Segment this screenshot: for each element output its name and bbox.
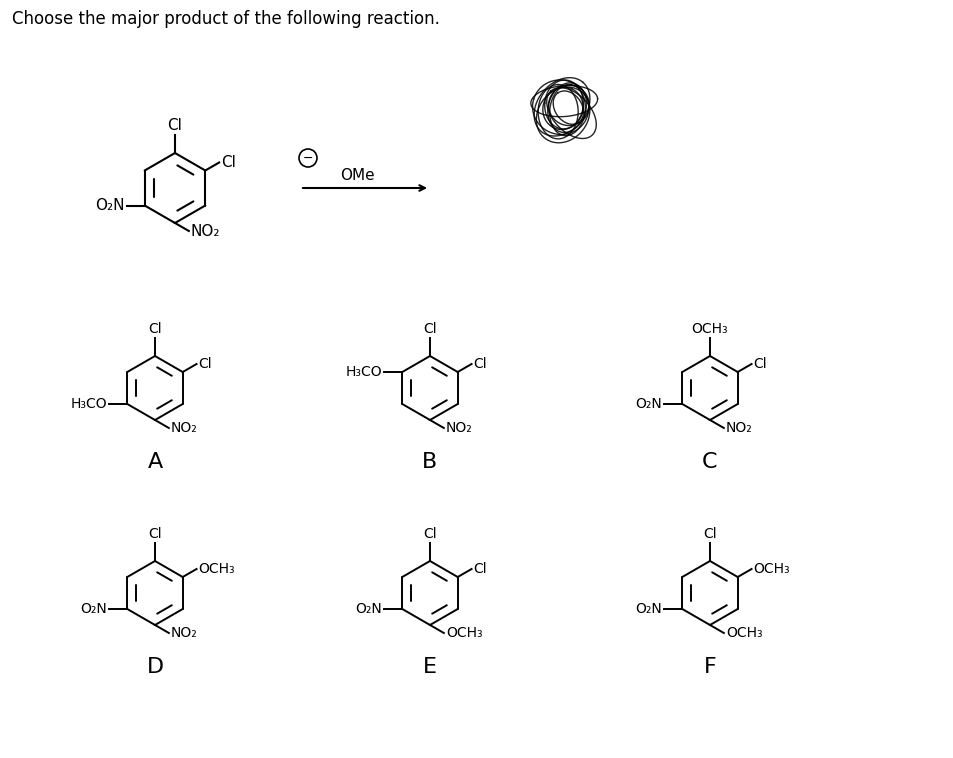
Text: NO₂: NO₂: [445, 421, 472, 435]
Text: E: E: [422, 657, 436, 677]
Text: Cl: Cl: [168, 118, 182, 133]
Text: O₂N: O₂N: [95, 198, 125, 213]
Text: NO₂: NO₂: [725, 421, 752, 435]
Text: H₃CO: H₃CO: [345, 365, 382, 379]
Text: Cl: Cl: [753, 357, 766, 371]
Text: A: A: [147, 452, 162, 472]
Text: Cl: Cl: [473, 357, 487, 371]
Text: Cl: Cl: [702, 527, 716, 541]
Text: NO₂: NO₂: [191, 224, 220, 239]
Text: NO₂: NO₂: [171, 421, 197, 435]
Text: Cl: Cl: [423, 322, 436, 336]
Text: OCH₃: OCH₃: [691, 322, 727, 336]
Text: O₂N: O₂N: [635, 602, 661, 616]
Text: Choose the major product of the following reaction.: Choose the major product of the followin…: [12, 10, 439, 28]
Text: H₃CO: H₃CO: [71, 397, 107, 411]
Text: Cl: Cl: [198, 357, 212, 371]
Text: Cl: Cl: [221, 155, 235, 170]
Text: OCH₃: OCH₃: [725, 626, 761, 640]
Text: OCH₃: OCH₃: [198, 562, 235, 576]
Text: O₂N: O₂N: [635, 397, 661, 411]
Text: O₂N: O₂N: [355, 602, 382, 616]
Text: B: B: [422, 452, 437, 472]
Text: D: D: [146, 657, 163, 677]
Text: OCH₃: OCH₃: [445, 626, 482, 640]
Text: −: −: [302, 152, 313, 164]
Text: Cl: Cl: [473, 562, 487, 576]
Text: O₂N: O₂N: [80, 602, 107, 616]
Text: OMe: OMe: [339, 168, 375, 183]
Text: Cl: Cl: [148, 527, 162, 541]
Text: C: C: [701, 452, 717, 472]
Text: OCH₃: OCH₃: [753, 562, 789, 576]
Text: NO₂: NO₂: [171, 626, 197, 640]
Text: Cl: Cl: [148, 322, 162, 336]
Text: F: F: [703, 657, 716, 677]
Text: Cl: Cl: [423, 527, 436, 541]
